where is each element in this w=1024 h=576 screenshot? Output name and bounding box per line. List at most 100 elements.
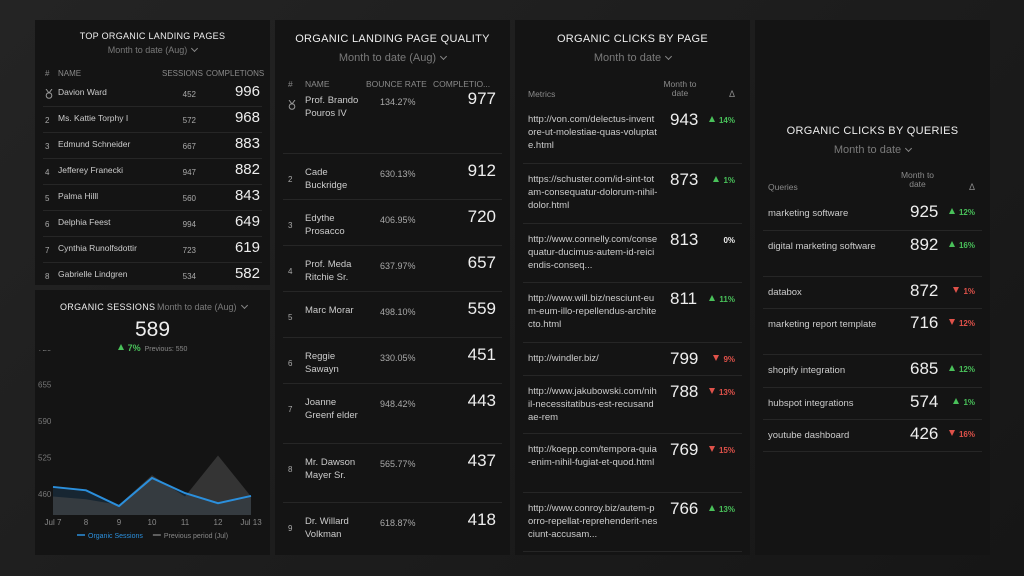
panel-subtitle[interactable]: Month to date (Aug) [157, 301, 248, 312]
sessions: 560 [182, 194, 196, 203]
page-url: http://von.com/delectus-inventore-ut-mol… [528, 114, 657, 151]
clicks: 943 [670, 110, 699, 129]
table-row: 4 Prof. Meda Ritchie Sr. 637.97% 657 [283, 245, 502, 292]
delta: 12% [948, 208, 975, 217]
delta: 14% [708, 116, 735, 125]
clicks: 925 [910, 202, 939, 221]
page-url: http://koepp.com/tempora-quia-enim-nihil… [528, 444, 657, 468]
completions: 720 [467, 207, 496, 226]
bounce-rate: 330.05% [380, 353, 416, 363]
rank: 4 [288, 267, 293, 276]
table-row: youtube dashboard 426 16% [763, 419, 982, 452]
bounce-rate: 406.95% [380, 215, 416, 225]
panel-subtitle[interactable]: Month to date (Aug) [35, 44, 270, 55]
clicks: 716 [910, 313, 939, 332]
name: Ms. Kattie Torphy I [58, 113, 129, 123]
table-row: marketing software 925 12% [763, 197, 982, 231]
name: Palma Hilll [58, 191, 99, 201]
name: Edmund Schneider [58, 139, 131, 149]
sessions: 994 [182, 220, 196, 229]
column-header: COMPLETIO... [433, 79, 491, 89]
delta-value: 16% [958, 430, 975, 439]
delta-value: 13% [718, 505, 735, 514]
table-row: marketing report template 716 12% [763, 308, 982, 355]
column-header: # [45, 69, 50, 78]
clicks: 788 [670, 382, 699, 401]
table-row: 3 Edythe Prosacco 406.95% 720 [283, 199, 502, 246]
column-header: # [288, 79, 293, 89]
legend-label: Previous period (Jul) [164, 533, 228, 540]
sessions: 452 [182, 90, 196, 99]
completions: 883 [234, 135, 260, 152]
table-row: http://www.connelly.com/consequatur-duci… [523, 223, 742, 283]
page-url: http://www.conroy.biz/autem-porro-repell… [528, 503, 658, 540]
clicks: 873 [670, 170, 699, 189]
delta-arrow [948, 365, 955, 371]
delta: 12% [948, 319, 975, 328]
x-tick-label: 12 [214, 518, 223, 527]
table-row: 2 Ms. Kattie Torphy I 572 968 [43, 106, 262, 133]
panel-subtitle[interactable]: Month to date (Aug) [275, 52, 510, 64]
clicks: 766 [670, 499, 699, 518]
completions: 559 [467, 299, 496, 318]
delta: 1% [713, 176, 735, 185]
panel-subtitle[interactable]: Month to date [755, 144, 990, 156]
x-tick-label: 11 [181, 518, 190, 527]
x-tick-label: 9 [117, 518, 122, 527]
clicks: 574 [910, 392, 939, 411]
name: Prof. Brando Pouros IV [305, 95, 359, 119]
medal-icon [45, 86, 53, 104]
table-row: databox 872 1% [763, 276, 982, 309]
completions: 451 [467, 345, 496, 364]
panel-subtitle[interactable]: Month to date [515, 52, 750, 64]
name: Marc Morar [305, 305, 354, 316]
delta: 16% [948, 241, 975, 250]
rank: 6 [45, 220, 50, 229]
rank: 6 [288, 359, 293, 368]
sessions: 947 [182, 168, 196, 177]
delta-value: 1% [723, 176, 735, 185]
clicks: 813 [670, 230, 699, 249]
delta-arrow [948, 208, 955, 214]
column-header: Queries [768, 182, 798, 192]
page-url: http://windler.biz/ [528, 353, 599, 364]
query: marketing report template [768, 319, 877, 330]
change-value: 7% [127, 343, 141, 353]
table-row: http://windler.biz/799 9% [523, 342, 742, 376]
table-row: 2 Cade Buckridge 630.13% 912 [283, 153, 502, 200]
delta-arrow [708, 446, 715, 452]
subtitle-text: Month to date (Aug) [338, 52, 437, 64]
name: Mr. Dawson Mayer Sr. [305, 457, 356, 481]
table-row: 6 Reggie Sawayn 330.05% 451 [283, 337, 502, 384]
delta-arrow [708, 116, 715, 122]
table-row: digital marketing software 892 16% [763, 230, 982, 277]
table-row: 3 Edmund Schneider 667 883 [43, 132, 262, 159]
top-pages-panel: TOP ORGANIC LANDING PAGES Month to date … [35, 20, 270, 285]
table-row: 7 Cynthia Runolfsdottir 723 619 [43, 236, 262, 263]
query: youtube dashboard [768, 430, 850, 441]
bounce-rate: 134.27% [380, 97, 416, 107]
delta: 16% [948, 430, 975, 439]
completions: 649 [234, 213, 260, 230]
delta-arrow [953, 287, 960, 293]
query: hubspot integrations [768, 398, 854, 409]
table-row: http://von.com/delectus-inventore-ut-mol… [523, 103, 742, 164]
query: shopify integration [768, 365, 846, 376]
kpi-change: 7% Previous: 550 [35, 343, 270, 353]
rank: 7 [288, 405, 293, 414]
table-row: 7 Joanne Greenf elder 948.42% 443 [283, 383, 502, 444]
delta: 12% [948, 365, 975, 374]
rank: 3 [45, 142, 50, 151]
delta-value: 1% [963, 398, 975, 407]
sessions: 667 [182, 142, 196, 151]
completions: 843 [234, 187, 260, 204]
medal-icon [288, 97, 296, 115]
rank: 9 [288, 524, 293, 533]
delta-arrow [708, 388, 715, 394]
delta-value: 1% [963, 287, 975, 296]
delta-arrow [713, 355, 720, 361]
query: marketing software [768, 208, 849, 219]
table-row: https://schuster.com/id-sint-totam-conse… [523, 163, 742, 224]
delta-value: 12% [958, 319, 975, 328]
table-row: http://www.conroy.biz/autem-porro-repell… [523, 492, 742, 552]
